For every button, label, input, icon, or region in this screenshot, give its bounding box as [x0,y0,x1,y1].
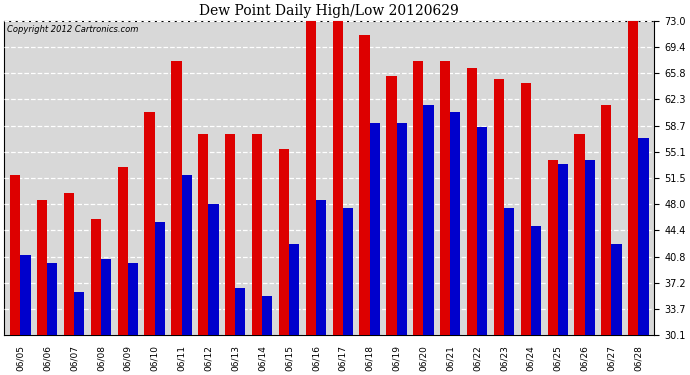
Bar [316,200,326,375]
Bar [531,226,541,375]
Bar [117,167,128,375]
Bar [494,80,504,375]
Bar [558,164,568,375]
Bar [397,123,406,375]
Bar [548,160,558,375]
Bar [370,123,380,375]
Bar [467,68,477,375]
Bar [440,61,451,375]
Bar [208,204,219,375]
Text: Copyright 2012 Cartronics.com: Copyright 2012 Cartronics.com [8,26,139,34]
Bar [359,35,370,375]
Bar [262,296,273,375]
Bar [521,83,531,375]
Bar [225,134,235,375]
Bar [343,208,353,375]
Bar [155,222,165,375]
Bar [424,105,433,375]
Bar [611,244,622,375]
Bar [289,244,299,375]
Bar [20,255,30,375]
Bar [451,112,460,375]
Bar [235,288,246,375]
Bar [413,61,424,375]
Bar [47,262,57,375]
Bar [37,200,47,375]
Bar [584,160,595,375]
Bar [171,61,181,375]
Bar [181,175,192,375]
Bar [638,138,649,375]
Bar [504,208,514,375]
Bar [306,21,316,375]
Bar [279,149,289,375]
Title: Dew Point Daily High/Low 20120629: Dew Point Daily High/Low 20120629 [199,4,460,18]
Bar [477,127,487,375]
Bar [198,134,208,375]
Bar [386,76,397,375]
Bar [10,175,20,375]
Bar [63,193,74,375]
Bar [101,259,111,375]
Bar [628,21,638,375]
Bar [333,21,343,375]
Bar [74,292,84,375]
Bar [90,219,101,375]
Bar [574,134,584,375]
Bar [144,112,155,375]
Bar [252,134,262,375]
Bar [128,262,138,375]
Bar [601,105,611,375]
